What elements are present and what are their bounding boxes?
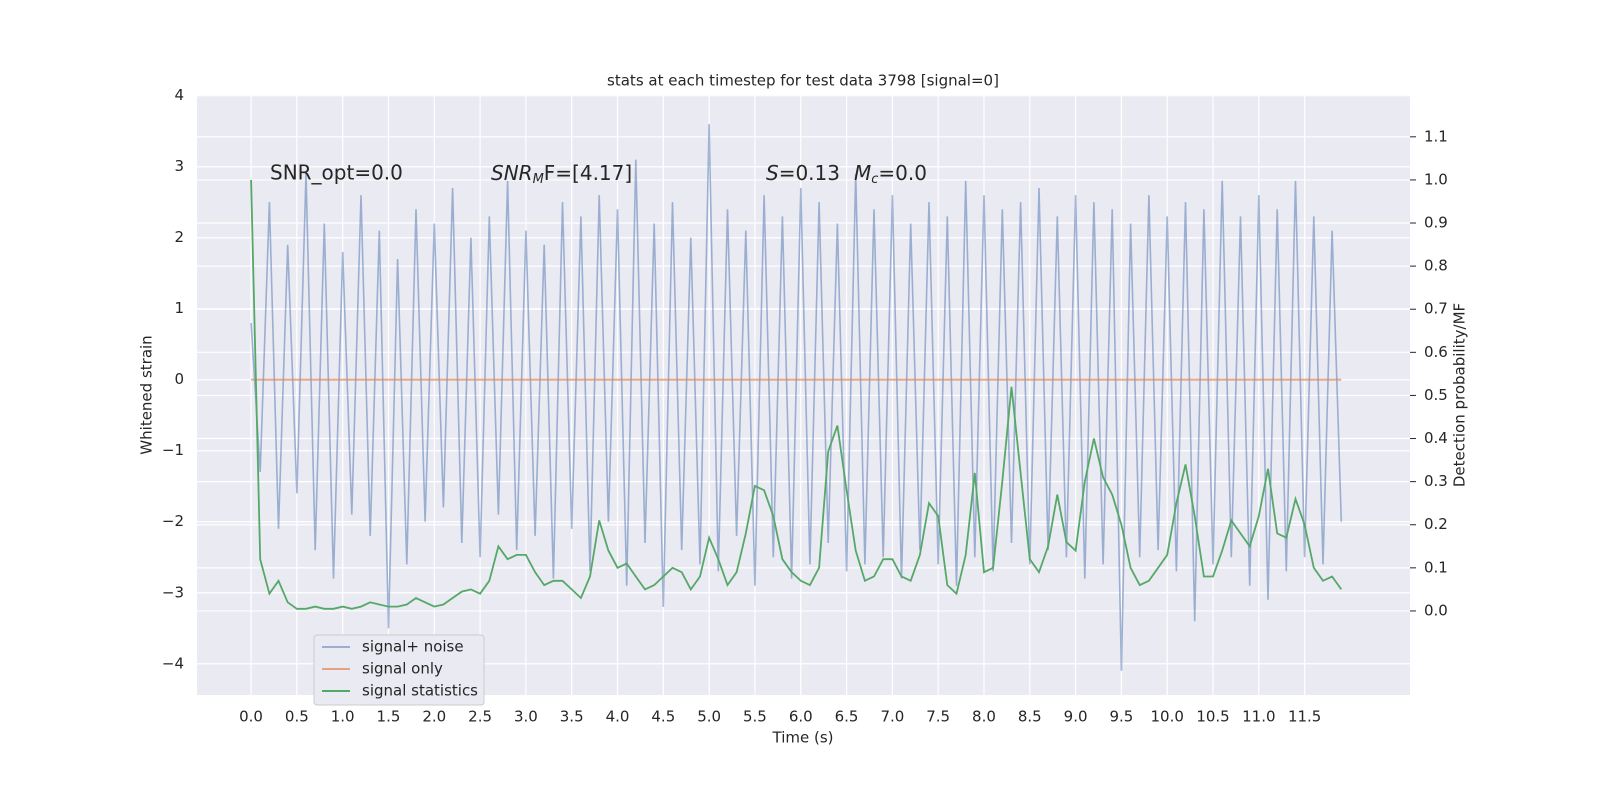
y2-tick-label: 0.5	[1424, 386, 1448, 404]
y2-tick-label: 0.7	[1424, 300, 1448, 318]
x-tick-label: 9.0	[1064, 708, 1088, 726]
x-tick-label: 1.0	[331, 708, 355, 726]
y-tick-label: 1	[174, 299, 184, 317]
x-tick-label: 3.5	[560, 708, 584, 726]
x-tick-label: 10.0	[1151, 708, 1184, 726]
y2-tick-label: 0.1	[1424, 558, 1448, 576]
x-tick-label: 5.5	[743, 708, 767, 726]
series-line	[250, 179, 1343, 610]
x-tick-label: 0.5	[285, 708, 309, 726]
annotation-part: F=[4.17]	[544, 161, 632, 185]
y2-tick-label: 0.0	[1424, 601, 1448, 619]
x-tick-label: 3.0	[514, 708, 538, 726]
x-tick-label: 9.5	[1109, 708, 1133, 726]
annotation-part: M	[854, 161, 871, 185]
annotation: S=0.13 Mc=0.0	[766, 161, 927, 187]
y2-tick-label: 1.1	[1424, 127, 1448, 145]
x-tick-label: 1.5	[377, 708, 401, 726]
y2-axis-label: Detection probability/MF	[1451, 303, 1469, 487]
y-tick-label: −1	[162, 441, 184, 459]
y2-tick-label: 0.3	[1424, 472, 1448, 490]
y-tick-label: −3	[162, 583, 184, 601]
annotation-part: =0.0	[878, 161, 927, 185]
y2-tick-label: 0.8	[1424, 257, 1448, 275]
y-tick-label: 4	[174, 86, 184, 104]
annotation-part: S	[766, 161, 779, 185]
x-tick-label: 2.0	[422, 708, 446, 726]
x-tick-label: 2.5	[468, 708, 492, 726]
y2-tick-label: 0.6	[1424, 343, 1448, 361]
x-axis-label: Time (s)	[772, 729, 834, 747]
legend-label: signal+ noise	[362, 638, 464, 656]
y-tick-label: 2	[174, 228, 184, 246]
y-tick-label: 3	[174, 157, 184, 175]
x-tick-label: 6.0	[789, 708, 813, 726]
x-tick-label: 11.0	[1242, 708, 1275, 726]
legend-box	[313, 634, 485, 706]
x-tick-label: 8.5	[1018, 708, 1042, 726]
x-tick-label: 5.0	[697, 708, 721, 726]
legend-label: signal statistics	[362, 682, 478, 700]
annotation-part: =0.13	[779, 161, 840, 185]
x-tick-label: 11.5	[1288, 708, 1321, 726]
legend-label: signal only	[362, 660, 443, 678]
annotation-part: M	[533, 172, 544, 187]
y-tick-label: 0	[174, 370, 184, 388]
x-tick-label: 0.0	[239, 708, 263, 726]
annotation: SNR_opt=0.0	[270, 161, 403, 185]
x-tick-label: 7.5	[926, 708, 950, 726]
y-axis-label: Whitened strain	[138, 335, 156, 454]
y2-tick-label: 1.0	[1424, 170, 1448, 188]
y2-tick-label: 0.2	[1424, 515, 1448, 533]
series-line	[250, 124, 1343, 671]
y-tick-label: −4	[162, 654, 184, 672]
x-tick-label: 6.5	[835, 708, 859, 726]
x-tick-label: 10.5	[1196, 708, 1229, 726]
x-tick-label: 7.0	[880, 708, 904, 726]
annotation-part: c	[871, 172, 878, 187]
x-tick-label: 8.0	[972, 708, 996, 726]
annotation-part: SNR	[491, 161, 533, 185]
y-tick-label: −2	[162, 512, 184, 530]
chart-title: stats at each timestep for test data 379…	[607, 72, 999, 90]
y2-tick-label: 0.9	[1424, 214, 1448, 232]
x-tick-label: 4.5	[651, 708, 675, 726]
x-tick-label: 4.0	[606, 708, 630, 726]
annotation: SNRMF=[4.17]	[491, 161, 632, 187]
y2-tick-label: 0.4	[1424, 429, 1448, 447]
